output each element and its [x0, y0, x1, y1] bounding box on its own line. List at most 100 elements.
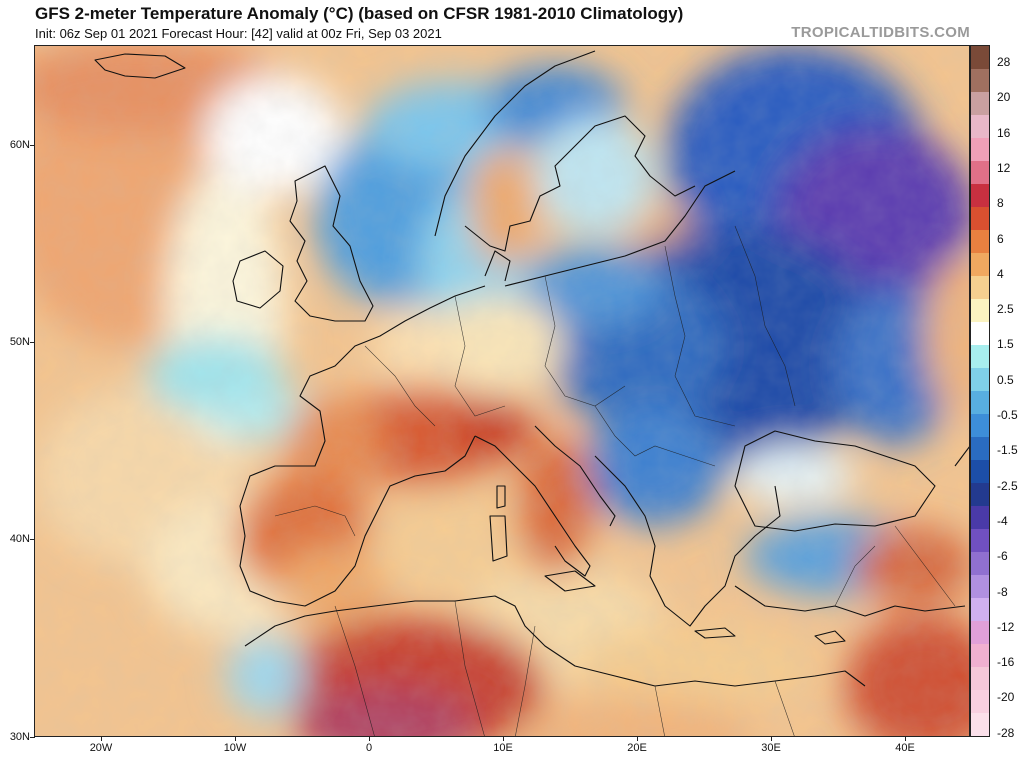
colorbar-segment: [971, 667, 989, 690]
colorbar-label: -2.5: [997, 478, 1018, 493]
coastlines: [94, 50, 969, 687]
colorbar-segment: [971, 92, 989, 115]
colorbar-label: 6: [997, 231, 1004, 246]
colorbar-label: 0.5: [997, 372, 1014, 387]
colorbar-segment: [971, 253, 989, 276]
colorbar-label: 2.5: [997, 302, 1014, 317]
lon-tick: [369, 737, 370, 741]
lon-tick: [503, 737, 504, 741]
colorbar-label: 4: [997, 266, 1004, 281]
baltic-coast: [484, 170, 736, 287]
colorbar-segment: [971, 69, 989, 92]
colorbar-segment: [971, 713, 989, 736]
border-8: [334, 600, 795, 736]
colorbar-segment: [971, 437, 989, 460]
crete-coast: [694, 627, 736, 639]
turkey-coast: [734, 585, 966, 617]
colorbar-label: -6: [997, 549, 1008, 564]
caspian-coast: [954, 446, 969, 467]
colorbar-segment: [971, 575, 989, 598]
border-6: [594, 405, 716, 467]
lon-label-10e: 10E: [493, 742, 513, 754]
colorbar-label: 20: [997, 90, 1011, 105]
lat-tick: [30, 539, 35, 540]
colorbar-segment: [971, 529, 989, 552]
scandinavia-coast: [434, 50, 696, 252]
colorbar-label: -4: [997, 513, 1008, 528]
colorbar-label: -28: [997, 725, 1015, 740]
britain-coast: [289, 165, 374, 322]
colorbar-segment: [971, 276, 989, 299]
border-5: [364, 345, 436, 427]
colorbar-segment: [971, 115, 989, 138]
colorbar-segment: [971, 207, 989, 230]
colorbar-label: -8: [997, 584, 1008, 599]
colorbar-segment: [971, 345, 989, 368]
border-7: [274, 505, 356, 537]
colorbar-segment: [971, 161, 989, 184]
colorbar-label: 16: [997, 125, 1011, 140]
map-svg: [35, 46, 969, 736]
border-2: [544, 275, 626, 407]
north-africa-coast: [244, 595, 866, 687]
lat-label-50n: 50N: [9, 336, 30, 348]
country-borders: [274, 225, 956, 736]
lon-tick: [101, 737, 102, 741]
colorbar-segment: [971, 483, 989, 506]
colorbar-segment: [971, 299, 989, 322]
colorbar-segment: [971, 322, 989, 345]
lat-label-30n: 30N: [9, 731, 30, 743]
colorbar-segment: [971, 460, 989, 483]
balkan-coast: [594, 455, 781, 627]
border-4: [734, 225, 796, 407]
forecast-info: Init: 06z Sep 01 2021 Forecast Hour: [42…: [35, 26, 442, 41]
lon-label-20e: 20E: [627, 742, 647, 754]
west-europe-coast: [239, 285, 486, 607]
colorbar-label: -12: [997, 619, 1015, 634]
black-sea-coast: [734, 430, 936, 532]
lon-tick: [637, 737, 638, 741]
border-9: [834, 525, 956, 607]
sardinia-corsica-coast: [489, 485, 508, 562]
colorbar-label: -20: [997, 690, 1015, 705]
lon-tick: [905, 737, 906, 741]
anomaly-colorbar: [970, 45, 990, 737]
site-watermark[interactable]: TROPICALTIDBITS.COM: [791, 24, 970, 41]
colorbar-segment: [971, 552, 989, 575]
colorbar-labels: 28 20 16 12 8 6 4 2.5 1.5 0.5 -0.5 -1.5 -2.5 -4 -6 -8 -1…: [993, 45, 1024, 740]
border-1: [454, 295, 506, 417]
border-3: [664, 245, 736, 427]
sicily-coast: [544, 570, 596, 592]
colorbar-label: -1.5: [997, 443, 1018, 458]
lon-tick: [771, 737, 772, 741]
colorbar-segment: [971, 230, 989, 253]
ireland-coast: [232, 250, 284, 309]
lon-label-10w: 10W: [223, 742, 247, 754]
lon-label-20w: 20W: [89, 742, 113, 754]
colorbar-segment: [971, 184, 989, 207]
lat-label-60n: 60N: [9, 139, 30, 151]
colorbar-label: 28: [997, 55, 1011, 69]
lat-tick: [30, 145, 35, 146]
temperature-anomaly-map[interactable]: [34, 45, 970, 737]
lon-tick: [235, 737, 236, 741]
lat-label-40n: 40N: [9, 533, 30, 545]
colorbar-segment: [971, 506, 989, 529]
colorbar-segment: [971, 391, 989, 414]
colorbar-label: -16: [997, 655, 1015, 670]
lon-label-40e: 40E: [895, 742, 915, 754]
italy-coast: [474, 425, 616, 577]
colorbar-segment: [971, 690, 989, 713]
colorbar-segment: [971, 138, 989, 161]
colorbar-label: 12: [997, 160, 1011, 175]
iceland-coast: [94, 53, 186, 79]
lon-label-30e: 30E: [761, 742, 781, 754]
chart-title: GFS 2-meter Temperature Anomaly (°C) (ba…: [35, 4, 684, 23]
lon-label-0: 0: [365, 742, 373, 754]
lat-tick: [30, 342, 35, 343]
colorbar-segment: [971, 368, 989, 391]
colorbar-segment: [971, 644, 989, 667]
cyprus-coast: [814, 630, 846, 645]
colorbar-segment: [971, 414, 989, 437]
anomaly-texture: [35, 46, 969, 736]
